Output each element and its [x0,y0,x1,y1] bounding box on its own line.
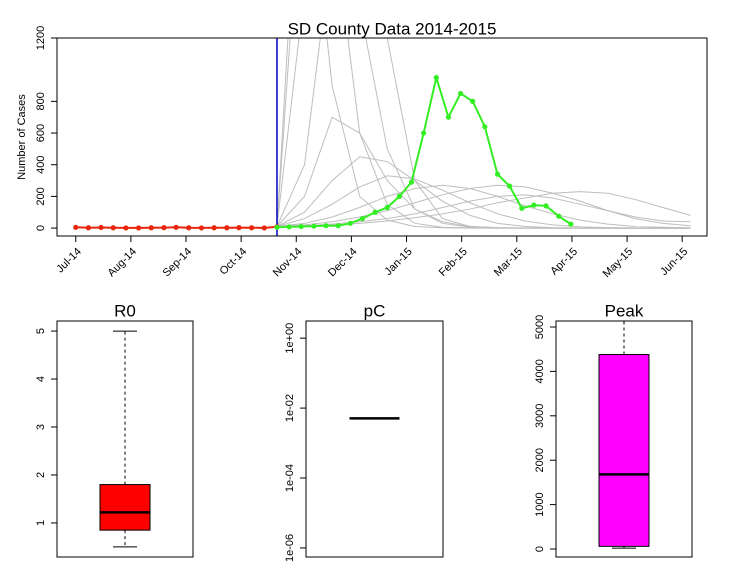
y-tick-label: 1e+00 [284,323,296,354]
y-axis-label: Number of Cases [16,94,28,180]
data-point [261,225,267,231]
data-point [311,223,317,229]
plot-frame [305,320,444,558]
plot-area [99,330,151,548]
data-point [335,223,341,229]
y-tick-label: 0 [534,546,546,552]
data-point [433,75,439,81]
data-point [274,224,280,230]
x-tick-label: Oct-14 [217,246,249,278]
x-tick-label: Jul-14 [54,246,84,276]
data-point [421,130,427,136]
y-tick-label: 1200 [35,26,47,50]
x-tick-label: Aug-14 [105,246,139,280]
y-tick-label: 1e-04 [284,464,296,492]
plot-frame [56,37,708,237]
data-point [73,224,79,230]
y-tick-label: 600 [35,124,47,142]
y-tick-label: 1 [35,520,47,526]
chart-title: R0 [114,301,136,320]
data-point [556,213,562,219]
x-tick-label: Mar-15 [492,246,525,279]
series-line [276,184,691,227]
data-point [98,224,104,231]
y-tick-label: 4000 [534,359,546,383]
y-tick-label: 1e-06 [284,534,296,562]
box [99,484,151,531]
data-point [236,225,242,231]
plot-frame [56,320,194,558]
data-point [161,225,167,231]
series-line [276,175,691,229]
y-tick-label: 1000 [534,492,546,516]
data-point [186,225,192,231]
plot-area [598,321,650,549]
y-tick-label: 3000 [534,404,546,428]
data-point [384,204,390,211]
box [598,354,650,547]
data-point [470,98,476,104]
data-point [543,203,549,209]
data-point [249,225,255,231]
data-point [211,225,217,231]
x-tick-label: Apr-15 [548,246,580,278]
y-tick-label: 2 [35,472,47,478]
chart-title: Peak [605,301,644,320]
series-line [276,116,691,229]
chart-title: pC [364,301,386,320]
data-point [173,224,179,230]
y-tick-label: 800 [35,92,47,110]
x-tick-label: Nov-14 [271,246,305,280]
y-tick-label: 200 [35,187,47,205]
data-point [445,114,452,120]
series-line [276,194,691,227]
plot-frame [555,320,693,558]
series-line [276,73,572,229]
data-point [135,225,142,231]
data-point [408,179,415,185]
data-point [323,223,329,229]
data-point [396,193,402,199]
data-point [457,90,464,97]
y-tick-label: 0 [35,225,47,231]
series-line [276,184,691,229]
x-tick-label: May-15 [601,246,635,280]
data-point [198,225,205,231]
data-point [123,225,129,231]
y-tick-label: 3 [35,424,47,430]
series-line [276,191,691,227]
y-tick-label: 5000 [534,315,546,339]
data-point [531,202,537,208]
data-point [519,205,525,211]
chart-title: SD County Data 2014-2015 [288,19,497,38]
x-tick-label: Dec-14 [326,246,360,280]
plot-area [73,38,691,236]
data-point [85,225,92,231]
y-tick-label: 2000 [534,448,546,472]
y-tick-label: 5 [35,328,47,334]
y-tick-label: 400 [35,156,47,174]
data-point [347,220,353,226]
data-point [286,224,292,230]
data-point [359,215,366,222]
data-point [298,223,304,230]
data-point [372,209,378,215]
y-tick-label: 4 [35,376,47,382]
x-tick-label: Feb-15 [437,246,470,279]
y-tick-label: 1e-02 [284,394,296,422]
data-point [507,183,513,189]
x-tick-label: Jan-15 [382,246,414,278]
data-point [494,171,501,177]
x-tick-label: Jun-15 [658,246,690,278]
data-point [482,124,488,130]
data-point [568,221,574,227]
data-point [110,225,116,231]
x-tick-label: Sep-14 [161,246,195,280]
data-point [224,225,230,231]
data-point [148,225,154,231]
